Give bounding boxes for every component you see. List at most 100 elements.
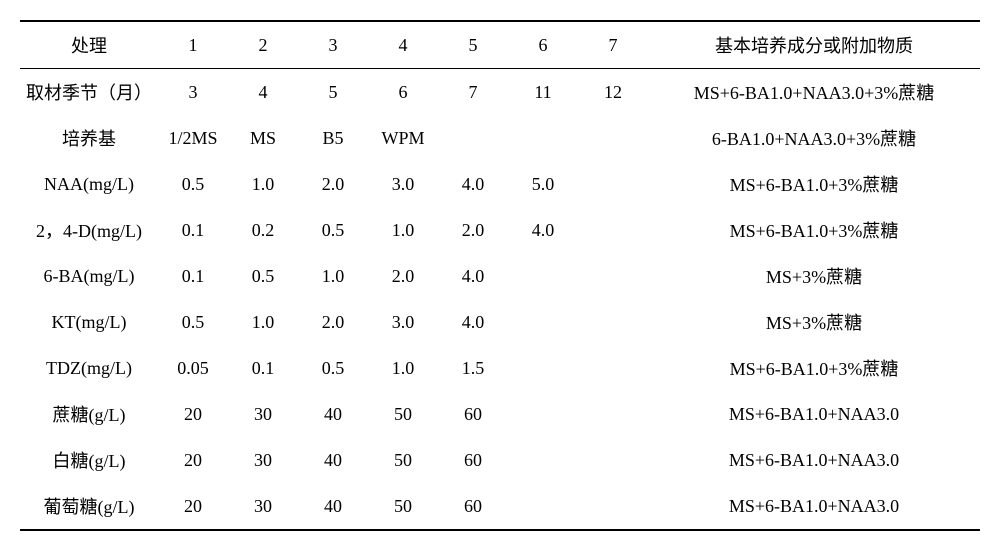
cell: 1.0 <box>368 207 438 253</box>
cell: 40 <box>298 483 368 530</box>
row-label: 葡萄糖(g/L) <box>20 483 158 530</box>
cell: 0.5 <box>228 253 298 299</box>
cell: 3.0 <box>368 161 438 207</box>
cell <box>508 483 578 530</box>
cell: 0.1 <box>158 207 228 253</box>
table-row: 取材季节（月）345671112MS+6-BA1.0+NAA3.0+3%蔗糖 <box>20 69 980 116</box>
cell: 2.0 <box>298 299 368 345</box>
row-note: MS+6-BA1.0+NAA3.0+3%蔗糖 <box>648 69 980 116</box>
cell: WPM <box>368 115 438 161</box>
cell: 4.0 <box>438 299 508 345</box>
row-note: MS+6-BA1.0+NAA3.0 <box>648 437 980 483</box>
row-label: 6-BA(mg/L) <box>20 253 158 299</box>
cell <box>508 299 578 345</box>
cell: 0.5 <box>298 345 368 391</box>
cell: 1.5 <box>438 345 508 391</box>
header-col-4: 4 <box>368 21 438 69</box>
row-note: MS+6-BA1.0+3%蔗糖 <box>648 345 980 391</box>
cell: 40 <box>298 437 368 483</box>
table-container: 处理 1 2 3 4 5 6 7 基本培养成分或附加物质 取材季节（月）3456… <box>20 20 980 531</box>
row-label: 蔗糖(g/L) <box>20 391 158 437</box>
cell: 0.5 <box>158 161 228 207</box>
cell: 2.0 <box>438 207 508 253</box>
cell: 4.0 <box>438 161 508 207</box>
table-row: TDZ(mg/L)0.050.10.51.01.5MS+6-BA1.0+3%蔗糖 <box>20 345 980 391</box>
cell <box>438 115 508 161</box>
row-label: TDZ(mg/L) <box>20 345 158 391</box>
cell: 60 <box>438 391 508 437</box>
cell <box>578 483 648 530</box>
cell: 5 <box>298 69 368 116</box>
table-row: 蔗糖(g/L)2030405060MS+6-BA1.0+NAA3.0 <box>20 391 980 437</box>
cell: 20 <box>158 391 228 437</box>
cell: 5.0 <box>508 161 578 207</box>
cell <box>578 299 648 345</box>
row-note: MS+6-BA1.0+3%蔗糖 <box>648 161 980 207</box>
header-col-3: 3 <box>298 21 368 69</box>
header-row: 处理 1 2 3 4 5 6 7 基本培养成分或附加物质 <box>20 21 980 69</box>
cell: 60 <box>438 437 508 483</box>
cell: MS <box>228 115 298 161</box>
header-col-1: 1 <box>158 21 228 69</box>
cell: 20 <box>158 437 228 483</box>
row-note: MS+3%蔗糖 <box>648 253 980 299</box>
header-label: 处理 <box>20 21 158 69</box>
row-label: 取材季节（月） <box>20 69 158 116</box>
cell: 4.0 <box>438 253 508 299</box>
cell <box>508 115 578 161</box>
cell: 12 <box>578 69 648 116</box>
cell: 1.0 <box>298 253 368 299</box>
cell: 50 <box>368 437 438 483</box>
cell <box>578 161 648 207</box>
cell: B5 <box>298 115 368 161</box>
cell: 40 <box>298 391 368 437</box>
row-note: MS+6-BA1.0+3%蔗糖 <box>648 207 980 253</box>
header-col-6: 6 <box>508 21 578 69</box>
cell: 4 <box>228 69 298 116</box>
cell: 30 <box>228 437 298 483</box>
cell: 0.1 <box>228 345 298 391</box>
header-last: 基本培养成分或附加物质 <box>648 21 980 69</box>
cell: 0.1 <box>158 253 228 299</box>
row-label: 白糖(g/L) <box>20 437 158 483</box>
cell: 2.0 <box>368 253 438 299</box>
cell <box>578 437 648 483</box>
row-note: MS+3%蔗糖 <box>648 299 980 345</box>
cell: 60 <box>438 483 508 530</box>
row-note: MS+6-BA1.0+NAA3.0 <box>648 483 980 530</box>
cell <box>578 391 648 437</box>
cell <box>508 391 578 437</box>
cell: 30 <box>228 483 298 530</box>
row-note: MS+6-BA1.0+NAA3.0 <box>648 391 980 437</box>
cell: 50 <box>368 483 438 530</box>
experiment-table: 处理 1 2 3 4 5 6 7 基本培养成分或附加物质 取材季节（月）3456… <box>20 20 980 531</box>
row-label: NAA(mg/L) <box>20 161 158 207</box>
cell <box>508 345 578 391</box>
cell: 7 <box>438 69 508 116</box>
table-row: KT(mg/L)0.51.02.03.04.0MS+3%蔗糖 <box>20 299 980 345</box>
table-body: 取材季节（月）345671112MS+6-BA1.0+NAA3.0+3%蔗糖培养… <box>20 69 980 531</box>
cell <box>578 115 648 161</box>
table-row: NAA(mg/L)0.51.02.03.04.05.0MS+6-BA1.0+3%… <box>20 161 980 207</box>
cell: 11 <box>508 69 578 116</box>
cell: 6 <box>368 69 438 116</box>
row-note: 6-BA1.0+NAA3.0+3%蔗糖 <box>648 115 980 161</box>
cell: 3 <box>158 69 228 116</box>
header-col-2: 2 <box>228 21 298 69</box>
cell: 20 <box>158 483 228 530</box>
cell: 0.05 <box>158 345 228 391</box>
cell: 2.0 <box>298 161 368 207</box>
cell <box>578 207 648 253</box>
table-row: 2，4-D(mg/L)0.10.20.51.02.04.0MS+6-BA1.0+… <box>20 207 980 253</box>
cell <box>578 345 648 391</box>
table-row: 培养基1/2MSMSB5WPM6-BA1.0+NAA3.0+3%蔗糖 <box>20 115 980 161</box>
cell: 30 <box>228 391 298 437</box>
header-col-5: 5 <box>438 21 508 69</box>
table-row: 葡萄糖(g/L)2030405060 MS+6-BA1.0+NAA3.0 <box>20 483 980 530</box>
cell <box>508 253 578 299</box>
cell: 1.0 <box>228 299 298 345</box>
cell: 4.0 <box>508 207 578 253</box>
cell <box>508 437 578 483</box>
cell: 0.5 <box>298 207 368 253</box>
cell: 0.2 <box>228 207 298 253</box>
